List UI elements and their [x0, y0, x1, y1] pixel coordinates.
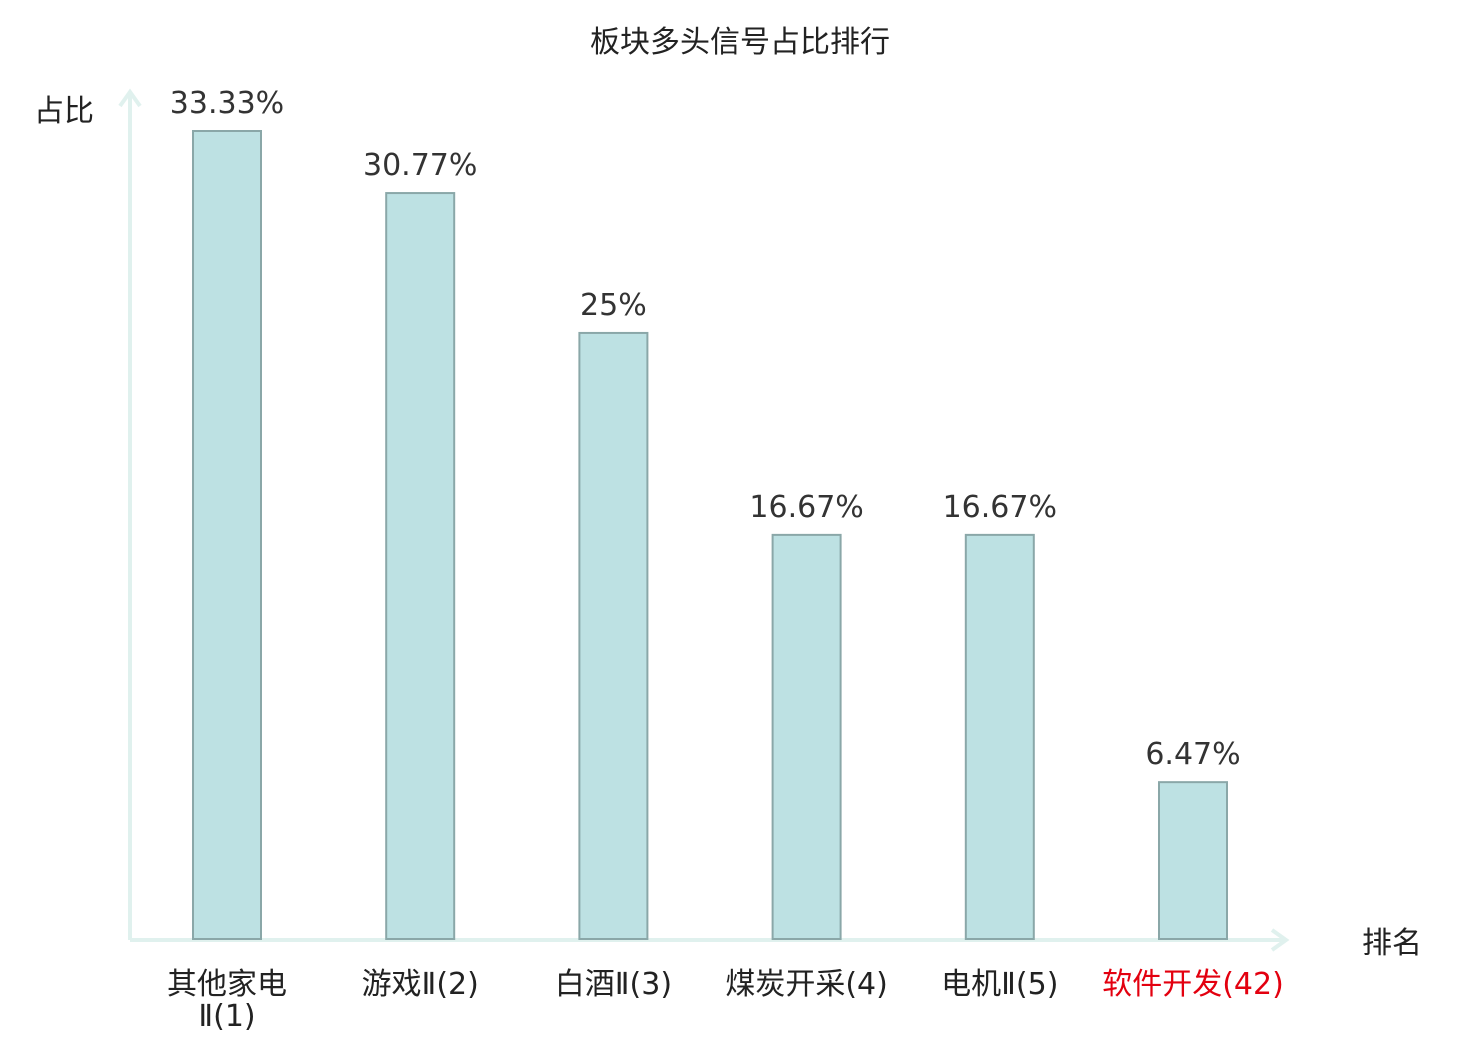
category-label: 白酒Ⅱ(3): [555, 967, 672, 1002]
category-label: 软件开发(42): [1102, 967, 1284, 1002]
y-axis-label: 占比: [34, 94, 94, 129]
bar: [385, 192, 456, 940]
y-axis-arrow-icon: [118, 88, 142, 108]
y-axis: 占比: [34, 88, 142, 940]
bar: [1158, 781, 1228, 940]
bar-value-label: 25%: [580, 288, 647, 323]
category-rank-label: Ⅱ(1): [198, 999, 255, 1034]
x-axis-arrow-icon: [1270, 928, 1290, 952]
bar-value-label: 30.77%: [363, 148, 477, 183]
chart-title: 板块多头信号占比排行: [590, 25, 890, 60]
bar: [771, 533, 842, 940]
x-axis: 排名: [130, 926, 1422, 961]
bar-value-label: 6.47%: [1145, 737, 1240, 772]
bar-value-label: 16.67%: [749, 490, 863, 525]
category-label: 煤炭开采(4): [725, 967, 888, 1002]
bar: [578, 331, 649, 940]
x-axis-label: 排名: [1362, 926, 1422, 961]
category-label: 其他家电: [167, 967, 287, 1002]
bar: [192, 130, 262, 940]
category-label: 电机Ⅱ(5): [941, 967, 1058, 1002]
bar-value-label: 33.33%: [170, 86, 284, 121]
category-label: 游戏Ⅱ(2): [362, 967, 479, 1002]
bar-value-label: 16.67%: [943, 490, 1057, 525]
bar: [964, 533, 1035, 940]
